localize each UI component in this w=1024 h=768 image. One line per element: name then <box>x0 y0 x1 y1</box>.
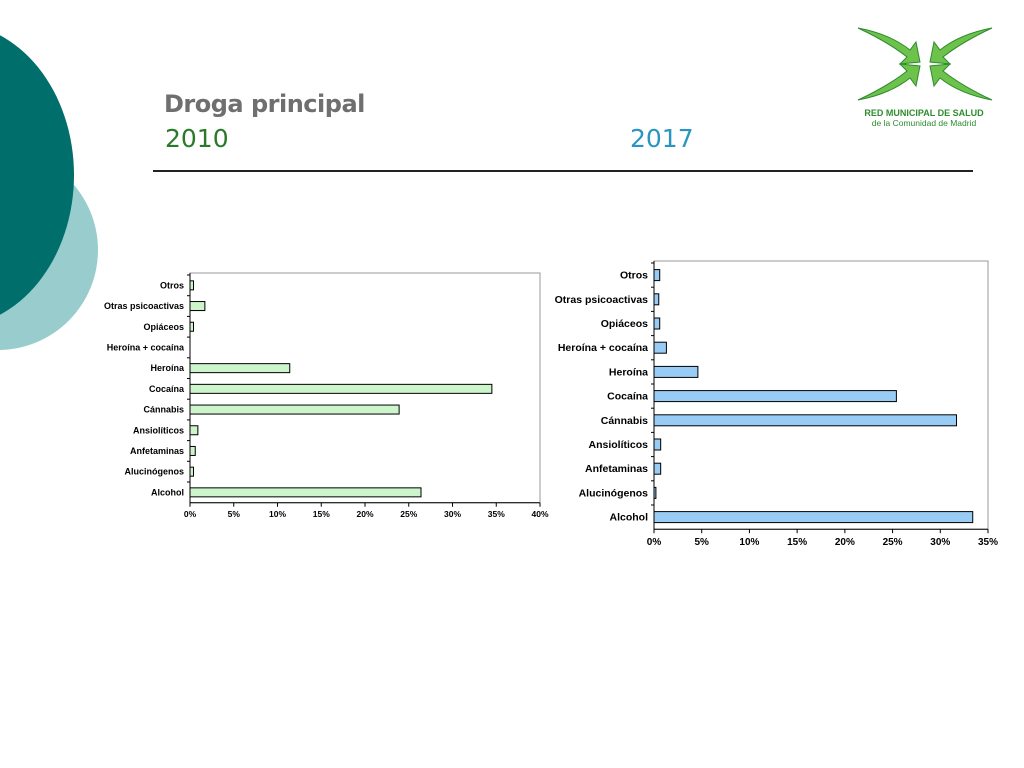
logo-arrow-icon <box>929 63 993 101</box>
bar <box>189 363 291 374</box>
x-tick-label: 35% <box>488 509 505 519</box>
bar <box>189 301 206 312</box>
year-2010-label: 2010 <box>165 124 229 153</box>
logo-line1: RED MUNICIPAL DE SALUD <box>864 108 984 118</box>
logo-arrow-icon <box>929 27 993 65</box>
category-label: Alucinógenos <box>579 487 649 499</box>
category-label: Otros <box>160 280 184 290</box>
category-label: Heroína + cocaína <box>558 342 648 354</box>
logo-line2: de la Comunidad de Madrid <box>871 118 977 128</box>
bar <box>653 486 657 499</box>
year-2017-label: 2017 <box>630 124 694 153</box>
x-tick-label: 0% <box>647 537 662 548</box>
bar <box>653 414 958 427</box>
category-label: Heroína + cocaína <box>107 342 185 352</box>
category-label: Heroína <box>150 363 185 373</box>
x-tick-label: 5% <box>228 509 241 519</box>
decorative-circles <box>0 35 98 350</box>
category-label: Otras psicoactivas <box>104 301 184 311</box>
category-label: Otros <box>620 270 648 282</box>
bar <box>189 425 199 436</box>
x-tick-label: 10% <box>739 537 759 548</box>
category-label: Heroína <box>609 366 648 378</box>
bar <box>189 383 493 394</box>
x-tick-label: 10% <box>269 509 286 519</box>
category-label: Cánnabis <box>601 415 648 427</box>
x-tick-label: 35% <box>978 537 998 548</box>
category-label: Ansiolíticos <box>588 439 648 451</box>
x-tick-label: 25% <box>400 509 417 519</box>
category-label: Alcohol <box>610 512 649 524</box>
bar <box>189 445 196 456</box>
bar <box>189 280 194 291</box>
bar <box>653 269 661 282</box>
category-label: Opiáceos <box>143 322 184 332</box>
chart-2010: Otros Otras psicoactivas Opiáceos Heroína +… <box>104 272 549 519</box>
bar <box>189 321 194 332</box>
category-label: Cánnabis <box>143 405 184 415</box>
category-label: Cocaína <box>149 384 185 394</box>
x-tick-label: 20% <box>835 537 855 548</box>
bar <box>653 511 974 524</box>
title-divider <box>153 170 973 172</box>
bar <box>653 438 662 451</box>
category-label: Anfetaminas <box>585 463 648 475</box>
slide-title: Droga principal <box>164 90 365 118</box>
x-tick-label: 5% <box>694 537 709 548</box>
category-label: Ansiolíticos <box>133 425 184 435</box>
logo-arrow-icon <box>857 27 921 65</box>
category-label: Alcohol <box>151 487 184 497</box>
bar <box>189 466 194 477</box>
bar <box>653 365 699 378</box>
category-label: Otras psicoactivas <box>555 294 649 306</box>
x-tick-label: 20% <box>356 509 373 519</box>
logo-text: RED MUNICIPAL DE SALUD de la Comunidad d… <box>848 108 1000 128</box>
red-municipal-logo <box>857 27 993 101</box>
x-tick-label: 25% <box>883 537 903 548</box>
x-tick-label: 40% <box>531 509 548 519</box>
logo-arrow-icon <box>857 63 921 101</box>
teal-dark-circle <box>0 35 74 315</box>
bar <box>653 293 660 306</box>
bar <box>189 404 400 415</box>
category-label: Alucinógenos <box>124 467 184 477</box>
bar <box>653 341 667 354</box>
x-tick-label: 0% <box>184 509 197 519</box>
x-tick-label: 15% <box>313 509 330 519</box>
chart-2017: Otros Otras psicoactivas Opiáceos Heroína +… <box>555 260 998 548</box>
bar <box>653 317 661 330</box>
x-tick-label: 30% <box>444 509 461 519</box>
category-label: Cocaína <box>607 391 648 403</box>
category-label: Anfetaminas <box>130 446 184 456</box>
bar <box>653 390 897 403</box>
x-tick-label: 15% <box>787 537 807 548</box>
category-label: Opiáceos <box>601 318 648 330</box>
x-tick-label: 30% <box>930 537 950 548</box>
bar <box>653 462 662 475</box>
bar <box>189 487 422 498</box>
